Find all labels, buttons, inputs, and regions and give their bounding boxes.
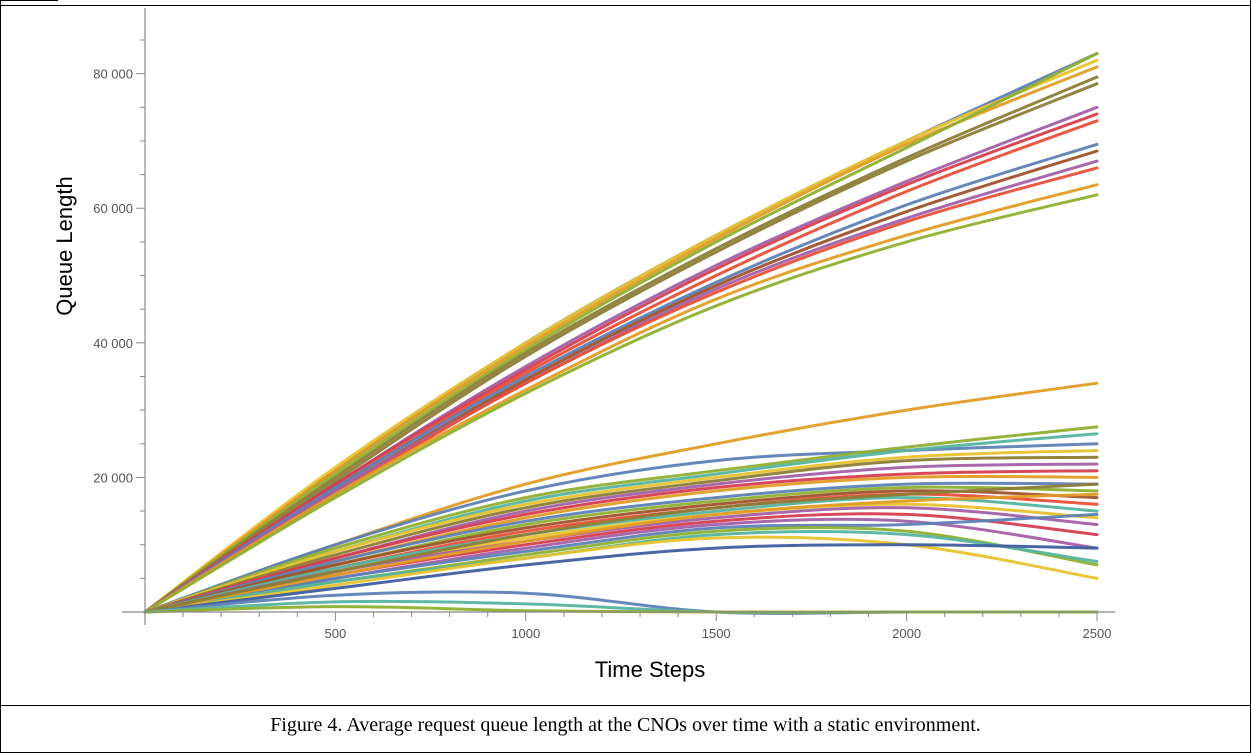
series-line-39 xyxy=(143,492,1099,614)
series-line-6 xyxy=(143,82,1099,614)
series-line-5 xyxy=(143,75,1099,614)
series-line-2 xyxy=(143,58,1099,614)
series-layer xyxy=(143,52,1099,615)
y-tick-label: 20 000 xyxy=(93,470,133,485)
series-line-20 xyxy=(143,449,1099,614)
series-line-40 xyxy=(143,482,1099,614)
series-line-23 xyxy=(143,469,1099,614)
frame-divider xyxy=(0,705,1251,706)
series-line-15 xyxy=(143,193,1099,614)
y-axis-title: Queue Length xyxy=(52,176,77,315)
frame-left-border xyxy=(0,0,1,753)
x-axis-title: Time Steps xyxy=(595,657,705,682)
series-line-21 xyxy=(143,455,1099,614)
series-line-38 xyxy=(143,543,1099,614)
series-line-3 xyxy=(143,65,1099,614)
x-tick-label: 500 xyxy=(325,626,347,641)
series-line-27 xyxy=(143,489,1099,614)
series-line-25 xyxy=(143,481,1099,614)
figure-caption: Figure 4. Average request queue length a… xyxy=(270,714,981,736)
series-line-8 xyxy=(143,112,1099,614)
y-tick-label: 80 000 xyxy=(93,67,133,82)
frame-top-border-left xyxy=(0,0,58,1)
line-chart: 500 1000 1500 2000 2500 20 000 40 000 60 000 80 … xyxy=(52,8,1115,682)
x-tick-label: 1000 xyxy=(511,626,540,641)
series-line-10 xyxy=(143,142,1099,614)
series-line-18 xyxy=(143,425,1099,614)
frame-top-border-main xyxy=(0,5,1251,6)
series-line-14 xyxy=(143,183,1099,614)
x-tick-label: 1500 xyxy=(702,626,731,641)
x-tick-label: 2500 xyxy=(1083,626,1112,641)
x-tick-label: 2000 xyxy=(892,626,921,641)
y-tick-label: 40 000 xyxy=(93,336,133,351)
series-line-37 xyxy=(143,535,1099,614)
series-line-34 xyxy=(143,512,1099,614)
series-line-29 xyxy=(143,496,1099,614)
y-tick-label: 60 000 xyxy=(93,201,133,216)
series-line-4 xyxy=(143,52,1099,614)
axes-layer: 500 1000 1500 2000 2500 20 000 40 000 60 000 80 … xyxy=(93,8,1115,641)
